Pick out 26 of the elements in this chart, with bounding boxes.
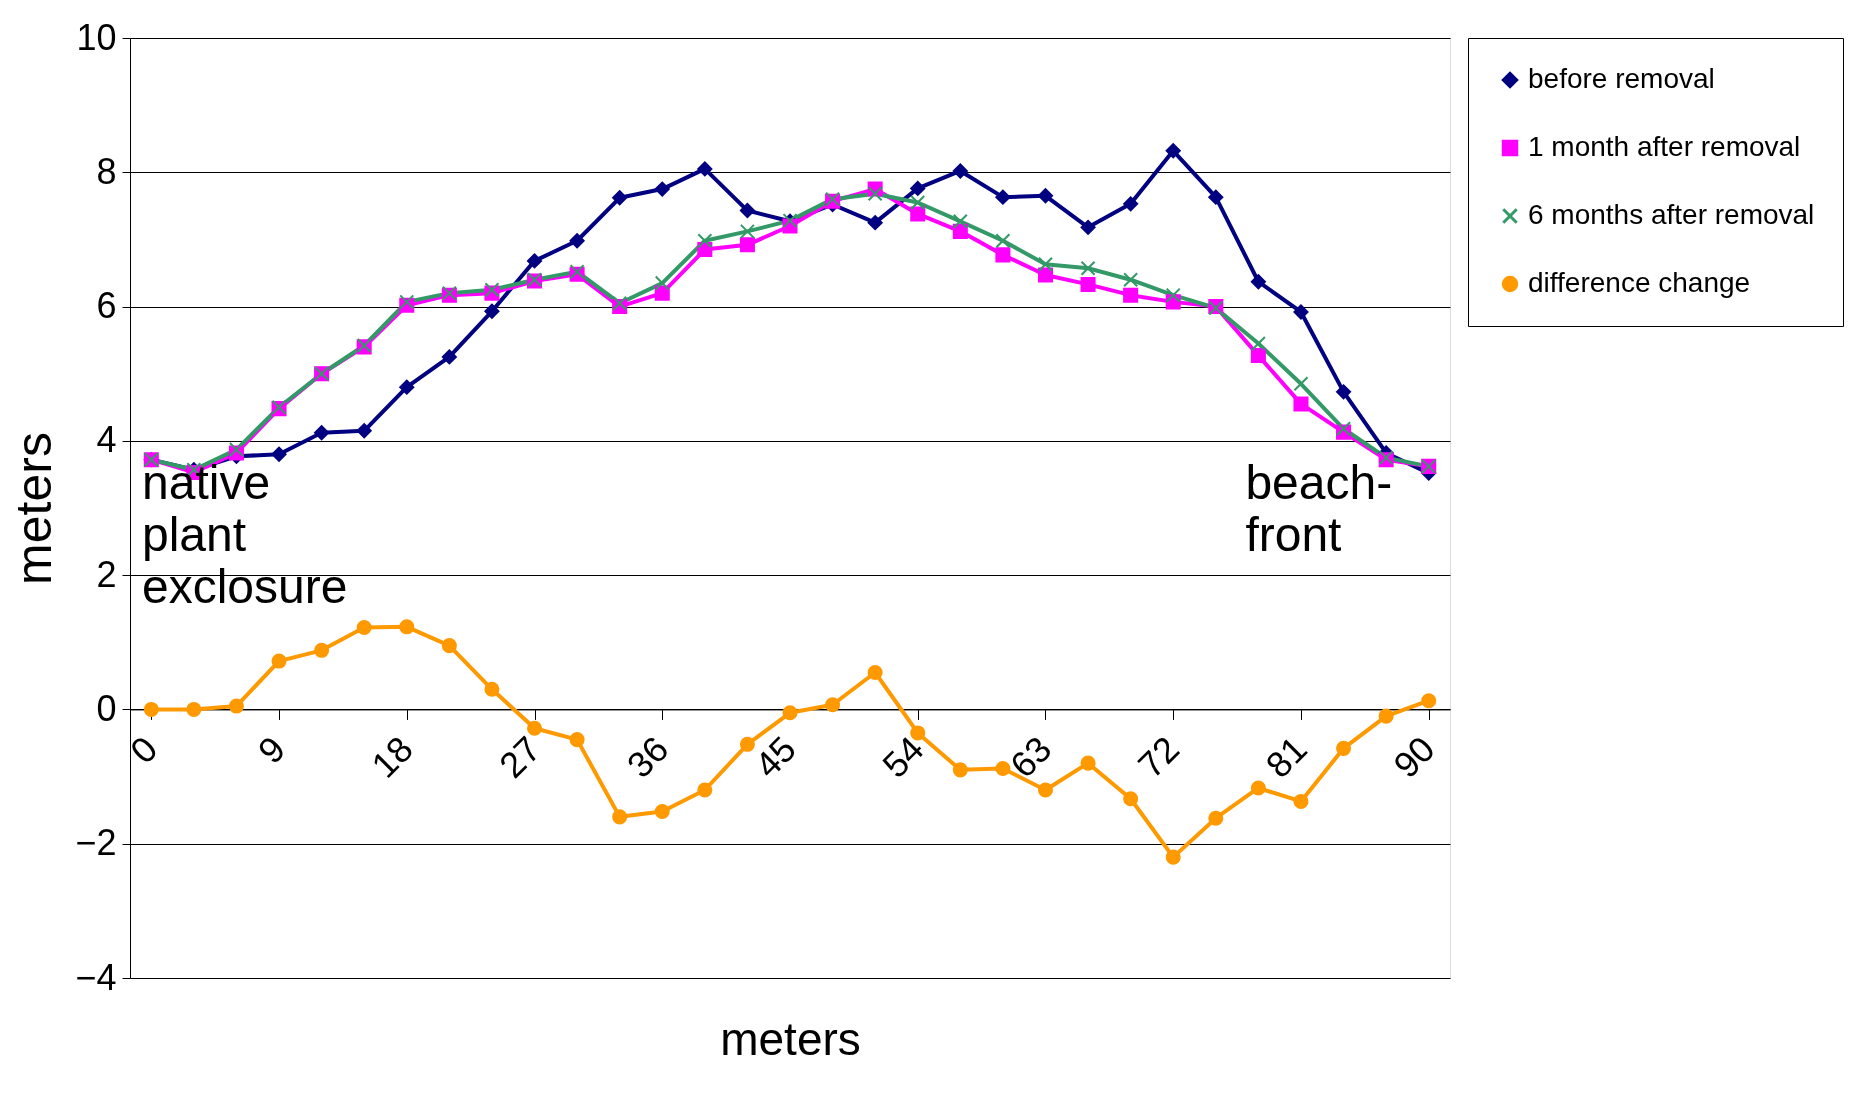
x-tick-label: 36: [618, 728, 677, 786]
y-tick-label: 2: [96, 553, 117, 595]
x-tick-label: 18: [363, 728, 421, 786]
y-tick-label: 8: [96, 150, 117, 192]
y-tick-label: 0: [96, 687, 117, 729]
y-tick-label: 4: [96, 419, 117, 461]
x-tick-label: 90: [1385, 728, 1443, 786]
legend-label: 6 months after removal: [1528, 199, 1815, 230]
x-tick-label: 54: [874, 728, 932, 786]
x-axis-title: meters: [720, 1012, 861, 1065]
y-tick-label: −2: [75, 822, 117, 864]
legend-label: 1 month after removal: [1528, 131, 1801, 162]
x-tick-label: 63: [1002, 728, 1060, 786]
annotation: beach- front: [1245, 456, 1393, 561]
x-tick-label: 45: [746, 728, 804, 786]
x-tick-label: 72: [1129, 728, 1188, 786]
annotation: native plant exclosure: [142, 456, 348, 613]
x-tick-label: 81: [1257, 728, 1315, 786]
x-tick-label: 27: [491, 728, 549, 786]
x-tick-label: 9: [249, 728, 293, 772]
legend-label: before removal: [1528, 63, 1715, 94]
y-tick-label: 6: [96, 285, 117, 327]
y-tick-label: 10: [76, 16, 117, 58]
y-tick-label: −4: [75, 956, 117, 998]
legend-label: difference change: [1528, 267, 1751, 298]
y-axis-title: meters: [6, 432, 63, 585]
